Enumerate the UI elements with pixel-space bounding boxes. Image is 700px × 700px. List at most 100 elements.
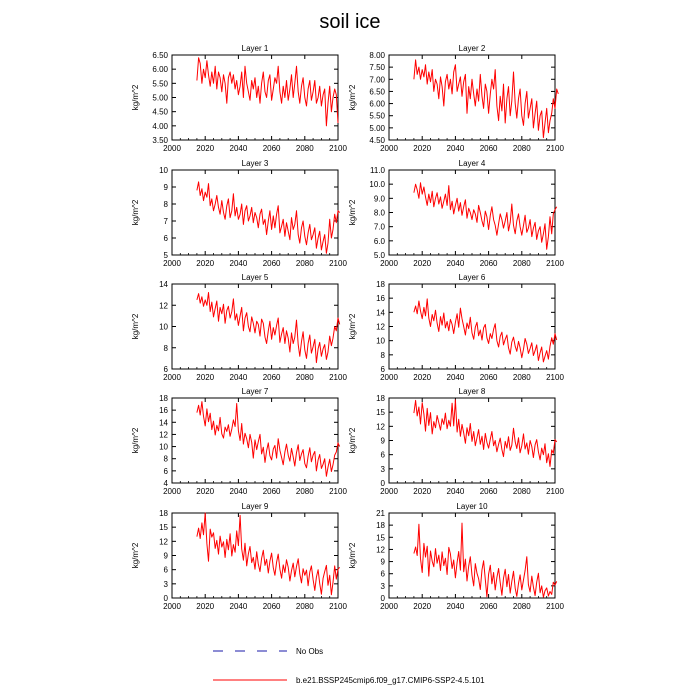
y-tick-label: 9 xyxy=(164,552,169,561)
series-line xyxy=(413,182,558,250)
plot-frame xyxy=(388,283,556,370)
y-tick-label: 14 xyxy=(376,308,385,317)
legend-obs-label: No Obs xyxy=(296,647,323,656)
x-tick-label: 2100 xyxy=(546,373,564,382)
chart-panel-layer-3: Layer 3 kg/m^2 2000 2020 2040 2060 2080 2100 5 6 7… xyxy=(131,159,347,268)
x-tick-label: 2080 xyxy=(296,144,314,153)
series-line xyxy=(413,59,559,139)
x-tick-label: 2040 xyxy=(230,144,248,153)
chart-panel-layer-4: Layer 4 kg/m^2 2000 2020 2040 2060 2080 2100 5.0… xyxy=(348,159,564,268)
y-axis-label: kg/m^2 xyxy=(348,199,357,225)
x-tick-label: 2060 xyxy=(480,373,498,382)
x-tick-label: 2100 xyxy=(329,602,347,611)
x-tick-label: 2000 xyxy=(163,259,181,268)
plot-frame xyxy=(388,512,556,599)
y-tick-label: 6 xyxy=(381,570,386,579)
y-tick-label: 7.00 xyxy=(369,75,385,84)
y-tick-label: 5.0 xyxy=(374,251,386,260)
series-line xyxy=(196,181,341,254)
x-tick-label: 2080 xyxy=(513,487,531,496)
x-tick-label: 2100 xyxy=(329,487,347,496)
x-tick-label: 2000 xyxy=(380,487,398,496)
x-tick-label: 2060 xyxy=(263,144,281,153)
y-tick-label: 6.00 xyxy=(369,100,385,109)
y-tick-label: 21 xyxy=(376,509,385,518)
x-tick-label: 2020 xyxy=(196,259,214,268)
series-line xyxy=(196,292,341,364)
y-tick-label: 0 xyxy=(381,594,386,603)
x-tick-label: 2020 xyxy=(413,373,431,382)
x-tick-label: 2040 xyxy=(447,602,465,611)
y-axis-label: kg/m^2 xyxy=(348,84,357,110)
x-tick-label: 2100 xyxy=(546,144,564,153)
chart-panel-layer-10: Layer 10 kg/m^2 2000 2020 2040 2060 2080 2100 0 3… xyxy=(348,502,564,611)
y-tick-label: 9.0 xyxy=(374,194,386,203)
y-tick-label: 18 xyxy=(376,280,385,289)
panel-title: Layer 9 xyxy=(242,502,269,511)
y-tick-label: 15 xyxy=(376,408,385,417)
y-tick-label: 15 xyxy=(376,533,385,542)
x-tick-label: 2060 xyxy=(480,602,498,611)
y-axis-label: kg/m^2 xyxy=(348,427,357,453)
y-tick-label: 3 xyxy=(381,582,386,591)
x-tick-label: 2040 xyxy=(447,259,465,268)
series-line xyxy=(413,298,558,363)
x-tick-label: 2040 xyxy=(230,259,248,268)
x-tick-label: 2100 xyxy=(546,487,564,496)
x-tick-label: 2020 xyxy=(196,373,214,382)
x-tick-label: 2020 xyxy=(196,487,214,496)
chart-panel-layer-9: Layer 9 kg/m^2 2000 2020 2040 2060 2080 2100 0 3 6… xyxy=(131,502,347,611)
y-tick-label: 8.0 xyxy=(374,209,386,218)
y-tick-label: 12 xyxy=(159,537,168,546)
y-tick-label: 11.0 xyxy=(370,166,386,175)
y-tick-label: 12 xyxy=(159,430,168,439)
x-tick-label: 2080 xyxy=(296,487,314,496)
y-tick-label: 12 xyxy=(376,545,385,554)
x-tick-label: 2080 xyxy=(296,373,314,382)
y-tick-label: 6.50 xyxy=(369,87,385,96)
x-tick-label: 2080 xyxy=(513,259,531,268)
x-tick-label: 2100 xyxy=(546,259,564,268)
y-tick-label: 6 xyxy=(164,467,169,476)
y-axis-label: kg/m^2 xyxy=(131,542,140,568)
y-tick-label: 6.00 xyxy=(152,65,168,74)
chart-panel-layer-2: Layer 2 kg/m^2 2000 2020 2040 2060 2080 2100 4.5… xyxy=(348,44,564,153)
x-tick-label: 2040 xyxy=(447,487,465,496)
x-tick-label: 2060 xyxy=(480,487,498,496)
x-tick-label: 2060 xyxy=(480,259,498,268)
series-line xyxy=(196,401,341,477)
y-tick-label: 6 xyxy=(381,451,386,460)
legend-model-label: b.e21.BSSP245cmip6.f09_g17.CMIP6-SSP2-4.… xyxy=(296,676,485,685)
x-tick-label: 2080 xyxy=(513,144,531,153)
y-tick-label: 4.50 xyxy=(152,108,168,117)
x-tick-label: 2040 xyxy=(230,602,248,611)
x-tick-label: 2000 xyxy=(380,373,398,382)
y-tick-label: 9 xyxy=(381,558,386,567)
y-axis-label: kg/m^2 xyxy=(131,84,140,110)
y-tick-label: 12 xyxy=(376,422,385,431)
panel-title: Layer 8 xyxy=(459,387,486,396)
y-tick-label: 6 xyxy=(381,365,386,374)
page-title: soil ice xyxy=(319,11,380,33)
y-tick-label: 6.50 xyxy=(152,51,168,60)
y-tick-label: 4.50 xyxy=(369,136,385,145)
y-tick-label: 0 xyxy=(164,594,169,603)
x-tick-label: 2080 xyxy=(513,373,531,382)
y-tick-label: 8 xyxy=(164,455,169,464)
x-tick-label: 2080 xyxy=(296,602,314,611)
panel-title: Layer 1 xyxy=(242,44,269,53)
y-axis-label: kg/m^2 xyxy=(348,313,357,339)
x-tick-label: 2000 xyxy=(380,602,398,611)
y-tick-label: 18 xyxy=(376,521,385,530)
x-tick-label: 2020 xyxy=(413,144,431,153)
x-tick-label: 2100 xyxy=(546,602,564,611)
y-tick-label: 18 xyxy=(159,509,168,518)
y-axis-label: kg/m^2 xyxy=(348,542,357,568)
y-tick-label: 7.0 xyxy=(374,223,386,232)
series-line xyxy=(196,57,339,127)
y-tick-label: 16 xyxy=(159,406,168,415)
x-tick-label: 2060 xyxy=(263,487,281,496)
y-axis-label: kg/m^2 xyxy=(131,313,140,339)
